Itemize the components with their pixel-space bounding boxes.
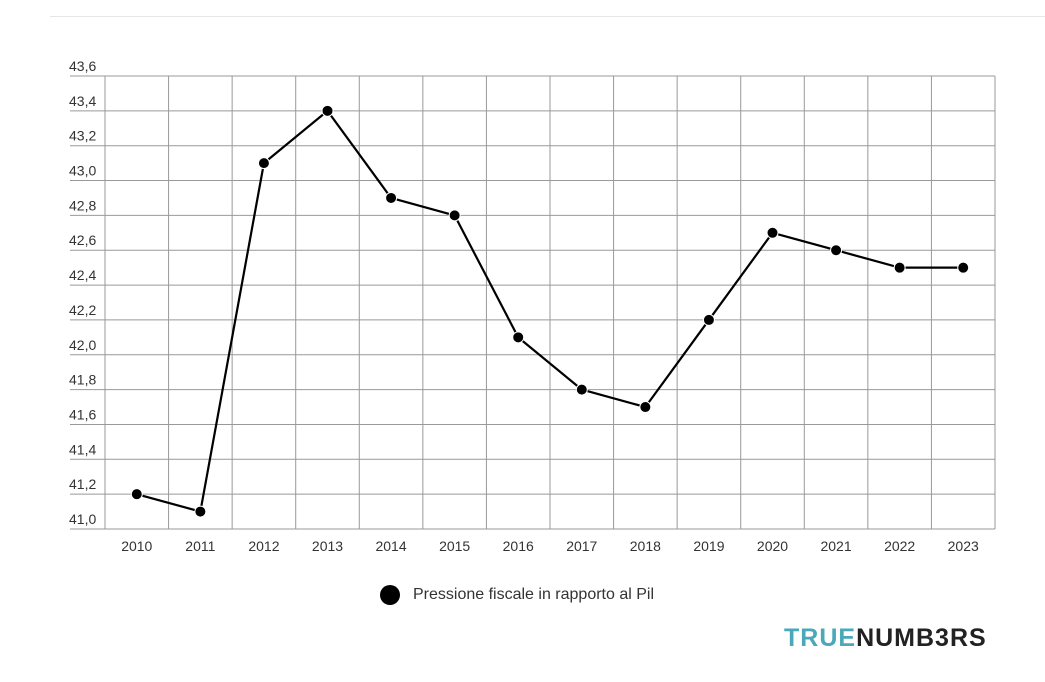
x-tick-label: 2010 [121,538,152,554]
y-tick-label: 42,6 [69,232,96,248]
data-point [575,383,588,396]
y-tick-label: 41,4 [69,441,96,457]
data-point [385,191,398,204]
x-tick-label: 2014 [375,538,406,554]
y-tick-label: 41,6 [69,406,96,422]
y-tick-label: 43,2 [69,128,96,144]
data-point [448,209,461,222]
y-tick-label: 42,4 [69,267,96,283]
y-tick-label: 42,0 [69,337,96,353]
brand-logo-part2: NUMB3RS [856,624,987,652]
data-point [194,505,207,518]
top-rule [50,16,1045,17]
x-tick-label: 2016 [503,538,534,554]
y-tick-label: 42,2 [69,302,96,318]
x-tick-label: 2017 [566,538,597,554]
data-point [512,331,525,344]
data-point [257,157,270,170]
brand-logo-part1: TRUE [784,624,857,652]
x-tick-label: 2015 [439,538,470,554]
data-point [702,313,715,326]
x-tick-label: 2019 [693,538,724,554]
y-tick-label: 41,8 [69,372,96,388]
y-tick-label: 41,0 [69,511,96,527]
data-point [893,261,906,274]
data-point [321,104,334,117]
y-tick-label: 41,2 [69,476,96,492]
data-point [130,488,143,501]
y-tick-label: 43,4 [69,93,96,109]
x-tick-label: 2020 [757,538,788,554]
data-point [639,401,652,414]
legend-label: Pressione fiscale in rapporto al Pil [413,586,655,603]
data-point [830,244,843,257]
x-tick-label: 2023 [948,538,979,554]
y-tick-label: 43,0 [69,163,96,179]
data-point [957,261,970,274]
legend-marker-icon [380,585,400,605]
x-tick-label: 2013 [312,538,343,554]
y-tick-label: 43,6 [69,58,96,74]
data-point [766,226,779,239]
x-tick-label: 2011 [185,538,215,554]
series-line [136,109,964,513]
x-tick-label: 2012 [248,538,279,554]
x-tick-label: 2018 [630,538,661,554]
y-tick-label: 42,8 [69,197,96,213]
x-tick-label: 2022 [884,538,915,554]
brand-logo: TRUENUMB3RS [784,624,987,653]
x-tick-label: 2021 [820,538,851,554]
legend: Pressione fiscale in rapporto al Pil [380,585,654,605]
